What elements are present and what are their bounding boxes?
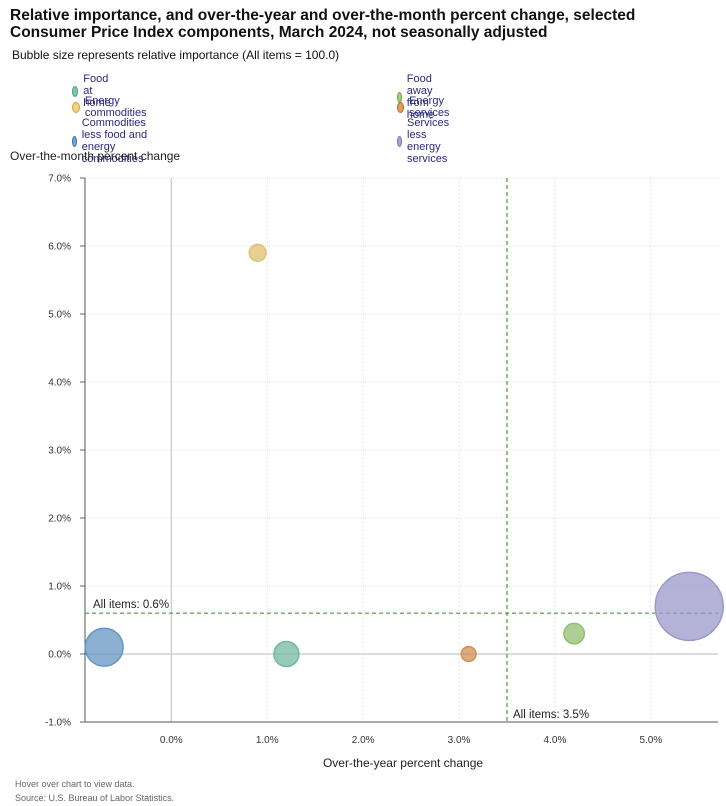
bubble-commodities-less-food-and-energy-commodities[interactable] [84,627,124,667]
legend-label: Energy commodities [84,95,147,119]
bubble-energy-services[interactable] [460,645,477,663]
x-tick-label: 3.0% [448,735,471,746]
legend-item-services-less-energy[interactable]: Services less energy services [397,117,455,165]
hover-note: Hover over chart to view data. [15,779,135,789]
legend-label: Services less energy services [407,117,450,165]
legend-label: Energy services [409,95,450,119]
legend-swatch-energy-services [397,101,405,113]
bubble-services-less-energy-services[interactable] [654,571,724,642]
y-tick-label: 7.0% [48,174,71,185]
y-tick-label: 6.0% [48,242,71,253]
bubble-food-away-from-home[interactable] [563,622,586,645]
legend-item-energy-commodities[interactable]: Energy commodities [72,95,150,119]
chart-title: Relative importance, and over-the-year a… [10,7,636,41]
y-tick-label: 4.0% [48,378,71,389]
y-tick-label: 0.0% [48,650,71,661]
legend-item-food-away-from-home[interactable]: Food away from home [397,73,441,121]
legend-item-energy-services[interactable]: Energy services [397,95,453,119]
legend-item-food-at-home[interactable]: Food at home [72,73,116,109]
reference-label-all-items-month: All items: 0.6% [93,599,169,611]
y-tick-label: -1.0% [45,718,71,729]
y-tick-label: 5.0% [48,310,71,321]
legend-label: Commodities less food and energy commodi… [81,117,148,165]
legend-item-commodities-less-food-energy[interactable]: Commodities less food and energy commodi… [72,117,152,165]
chart-subtitle: Bubble size represents relative importan… [12,48,340,62]
reference-label-all-items-year: All items: 3.5% [513,709,589,721]
legend-swatch-services-less-energy [397,135,402,147]
legend-swatch-commodities-less-food-energy [72,135,77,147]
x-tick-label: 2.0% [352,735,375,746]
legend-label: Food away from home [406,73,435,121]
y-tick-label: 2.0% [48,514,71,525]
bubble-energy-commodities[interactable] [248,243,267,262]
y-tick-label: 3.0% [48,446,71,457]
legend-swatch-food-at-home [72,85,79,97]
y-axis-label: Over-the-month percent change [10,149,181,163]
x-axis-label: Over-the-year percent change [322,756,484,770]
x-tick-label: 4.0% [544,735,567,746]
x-tick-label: 0.0% [160,735,183,746]
x-tick-label: 1.0% [256,735,279,746]
source-note: Source: U.S. Bureau of Labor Statistics. [15,793,175,803]
bubble-food-at-home[interactable] [273,640,300,668]
legend-label: Food at home [83,73,111,109]
legend-swatch-energy-commodities [72,101,80,113]
y-tick-label: 1.0% [48,582,71,593]
x-tick-label: 5.0% [639,735,662,746]
